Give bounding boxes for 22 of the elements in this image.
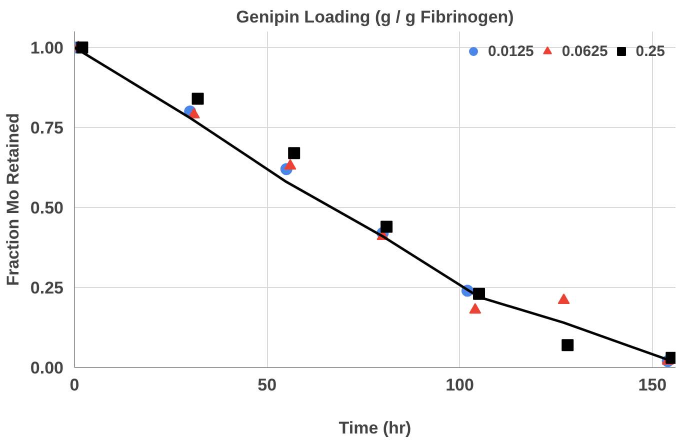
legend-label: 0.0125 [488, 42, 534, 60]
legend-label: 0.0625 [562, 42, 608, 60]
x-tick-label: 100 [446, 376, 474, 394]
x-tick-label: 150 [638, 376, 667, 394]
x-tick-label: 50 [258, 376, 277, 394]
legend-label: 0.25 [636, 42, 665, 60]
x-tick-label: 0 [70, 376, 80, 394]
y-axis-title: Fraction Mo Retained [3, 113, 22, 286]
y-tick-label: 0.50 [30, 198, 64, 218]
point [288, 147, 300, 160]
y-tick-label: 0.75 [30, 118, 64, 138]
point [192, 92, 204, 105]
point [562, 339, 574, 352]
x-axis-title: Time (hr) [338, 418, 412, 438]
y-tick-label: 0.00 [30, 358, 64, 378]
point [380, 220, 393, 233]
point [284, 159, 296, 170]
y-tick-label: 0.25 [30, 278, 64, 298]
legend-title: Genipin Loading (g / g Fibrinogen) [236, 8, 514, 26]
y-tick-label: 1.00 [30, 38, 64, 58]
point [469, 303, 482, 314]
point [558, 293, 570, 304]
